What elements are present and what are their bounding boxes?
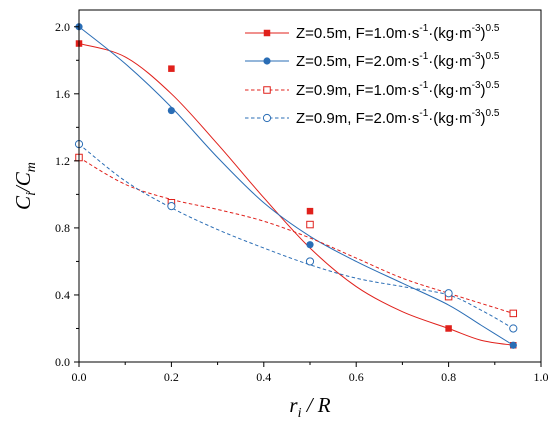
series-line-3 <box>79 157 514 314</box>
legend-label-4: Z=0.9m, F=2.0m·s-1·(kg·m-3)0.5 <box>296 108 500 127</box>
data-markers <box>74 23 518 349</box>
y-axis-title-slash: /C <box>11 171 35 193</box>
legend-label-part: ) <box>481 82 486 99</box>
data-point-s1-2 <box>168 65 175 72</box>
data-point-s4-3 <box>305 257 315 266</box>
legend-label-part: ·(kg·m <box>428 53 471 70</box>
legend-label-sup: -3 <box>472 51 481 62</box>
data-point-s4-4 <box>444 289 453 298</box>
legend-label-sup: 0.5 <box>486 108 500 119</box>
x-tick-label: 0.2 <box>164 370 179 384</box>
legend-label-part: Z=0.5m, F=1.0m·s <box>296 25 419 42</box>
x-axis-title-main: r <box>289 393 298 417</box>
data-point-s1-3 <box>306 207 314 215</box>
y-tick-label: 2.0 <box>55 20 70 34</box>
x-axis-title-sub: i <box>298 406 302 421</box>
legend-marker-3 <box>263 86 271 94</box>
legend-label-sup: 0.5 <box>486 23 500 34</box>
legend-label-part: Z=0.9m, F=1.0m·s <box>296 82 419 99</box>
x-tick-label: 0.6 <box>349 370 364 384</box>
y-axis-title-sub: i <box>24 192 39 196</box>
legend-label-sup: -1 <box>419 51 428 62</box>
y-tick-label: 0.4 <box>55 288 70 302</box>
data-point-s3-5 <box>509 309 518 318</box>
x-tick-label: 0.0 <box>72 370 87 384</box>
legend-label-part: ·(kg·m <box>428 110 471 127</box>
data-point-s2-3 <box>306 241 314 249</box>
y-tick-label: 1.2 <box>55 154 70 168</box>
legend-label-part: Z=0.9m, F=2.0m·s <box>296 110 419 127</box>
series-line-2 <box>79 26 514 346</box>
legend-label-part: ) <box>481 110 486 127</box>
legend-label-sup: -1 <box>419 23 428 34</box>
y-axis-title: Ci/Cm <box>11 162 39 210</box>
legend-label-part: ) <box>481 53 486 70</box>
data-point-s2-2 <box>167 106 175 115</box>
legend-label-sup: -3 <box>472 108 481 119</box>
y-axis-title-main: C <box>11 195 35 210</box>
data-point-s4-5 <box>509 324 518 333</box>
x-axis-title: ri / R <box>289 393 330 421</box>
data-point-s2-5 <box>509 341 517 349</box>
legend-label-1: Z=0.5m, F=1.0m·s-1·(kg·m-3)0.5 <box>296 23 500 42</box>
plot-layer <box>74 23 518 349</box>
legend-label-part: ·(kg·m <box>428 25 471 42</box>
axis-layer: 0.0 0.2 0.4 0.6 0.8 1.00.00.40.81.21.62.0ri /… <box>11 9 549 421</box>
legend-label-part: Z=0.5m, F=2.0m·s <box>296 53 419 70</box>
legend-marker-2 <box>263 57 271 65</box>
legend-label-2: Z=0.5m, F=2.0m·s-1·(kg·m-3)0.5 <box>296 51 500 70</box>
legend-label-part: ·(kg·m <box>428 82 471 99</box>
legend-label-sup: -3 <box>472 80 481 91</box>
x-tick-label: 0.4 <box>256 370 271 384</box>
legend-label-sup: 0.5 <box>486 51 500 62</box>
series-line-4 <box>79 143 514 329</box>
legend-marker-1 <box>263 29 271 37</box>
legend-label-3: Z=0.9m, F=1.0m·s-1·(kg·m-3)0.5 <box>296 80 500 99</box>
data-point-s3-3 <box>306 220 314 229</box>
y-tick-label: 0.0 <box>55 355 70 369</box>
x-axis-title-rest: / R <box>301 393 330 417</box>
x-tick-label: 1.0 <box>534 370 549 384</box>
legend-label-sup: -1 <box>419 80 428 91</box>
x-tick-label: 0.8 <box>441 370 456 384</box>
legend-label-part: ) <box>481 25 486 42</box>
data-point-s4-2 <box>167 202 176 211</box>
legend-label-sup: 0.5 <box>486 80 500 91</box>
legend: Z=0.5m, F=1.0m·s-1·(kg·m-3)0.5Z=0.5m, F=… <box>245 23 500 127</box>
data-point-s1-4 <box>445 325 452 332</box>
y-tick-label: 0.8 <box>55 221 70 235</box>
y-axis-title-sub2: m <box>24 162 39 172</box>
legend-label-sup: -1 <box>419 108 428 119</box>
legend-label-sup: -3 <box>472 23 481 34</box>
legend-marker-4 <box>262 113 272 123</box>
y-tick-label: 1.6 <box>55 87 70 101</box>
